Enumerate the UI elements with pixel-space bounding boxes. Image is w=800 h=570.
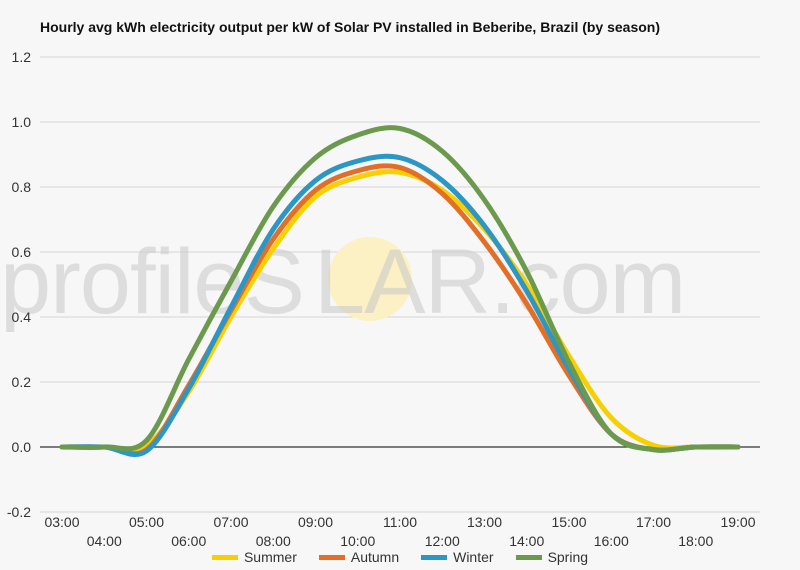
legend-item-summer: Summer (211, 549, 297, 565)
x-tick-label: 15:00 (551, 514, 586, 530)
legend-swatch (211, 554, 238, 560)
legend: Summer Autumn Winter Spring (0, 549, 800, 565)
legend-label: Autumn (350, 549, 400, 565)
x-tick-label: 16:00 (594, 533, 629, 549)
y-tick-label: -0.2 (7, 504, 31, 520)
y-tick-label: 1.0 (12, 114, 32, 130)
x-tick-label: 08:00 (256, 533, 291, 549)
y-tick-label: 0.6 (12, 244, 32, 260)
watermark-text: profileS LAR.com (0, 231, 685, 333)
y-tick-label: 1.2 (12, 49, 32, 65)
x-tick-label: 12:00 (425, 533, 460, 549)
legend-item-autumn: Autumn (318, 549, 400, 565)
legend-item-winter: Winter (421, 549, 494, 565)
x-tick-label: 05:00 (129, 514, 164, 530)
y-tick-label: 0.8 (12, 179, 32, 195)
series-lines (59, 125, 741, 457)
x-tick-label: 06:00 (171, 533, 206, 549)
x-tick-label: 17:00 (636, 514, 671, 530)
x-tick-label: 14:00 (509, 533, 544, 549)
legend-swatch (515, 554, 542, 560)
watermark-sun-icon (328, 237, 412, 321)
watermark: profileS LAR.com (0, 231, 686, 333)
y-tick-label: 0.2 (12, 374, 32, 390)
x-tick-label: 09:00 (298, 514, 333, 530)
x-tick-label: 11:00 (383, 514, 417, 530)
x-tick-label: 13:00 (467, 514, 502, 530)
x-tick-label: 07:00 (213, 514, 248, 530)
y-tick-label: 0.0 (12, 439, 32, 455)
legend-label: Spring (547, 549, 589, 565)
x-tick-label: 10:00 (340, 533, 375, 549)
legend-swatch (421, 554, 448, 560)
x-tick-label: 19:00 (720, 514, 755, 530)
y-axis-ticks: 1.2 1.0 0.8 0.6 0.4 0.2 0.0 -0.2 (7, 49, 31, 520)
legend-item-spring: Spring (515, 549, 589, 565)
x-axis-ticks: 03:00 04:00 05:00 06:00 07:00 08:00 09:00 10:00… (44, 514, 755, 549)
legend-swatch (318, 554, 345, 560)
x-tick-label: 18:00 (678, 533, 713, 549)
x-tick-label: 04:00 (87, 533, 122, 549)
legend-label: Summer (243, 549, 297, 565)
legend-label: Winter (453, 549, 494, 565)
x-tick-label: 03:00 (44, 514, 79, 530)
y-tick-label: 0.4 (12, 309, 32, 325)
chart-title: Hourly avg kWh electricity output per kW… (40, 19, 661, 35)
series-line-spring (59, 125, 741, 453)
